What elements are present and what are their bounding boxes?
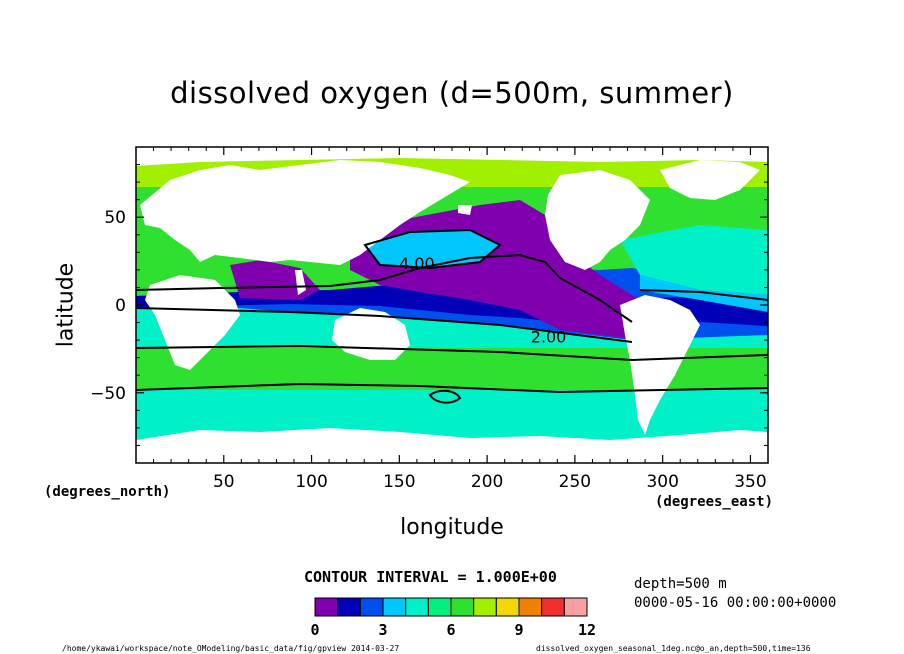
x-tick-label: 100 [295,472,327,492]
x-tick-label: 50 [213,472,235,492]
colorbar-swatch [473,597,497,617]
antarctic-circumpolar-zone [136,390,768,420]
colorbar-tick-label: 9 [514,621,523,639]
colorbar-swatch [337,597,361,617]
y-tick-label: 50 [104,208,126,228]
y-tick-label: 0 [115,296,126,316]
colorbar-swatch [495,597,520,617]
contour-line [136,307,633,343]
x-tick-label: 200 [471,472,503,492]
contour-lines [136,228,768,404]
x-axis-label: longitude [400,515,504,540]
colorbar-swatch [314,597,339,617]
contour-labels: 4.00 2.00 [399,254,566,347]
contour-line [136,382,768,394]
x-axis-unit: (degrees_east) [655,494,774,510]
contour-line [136,253,633,323]
colorbar-swatch [427,597,452,617]
colorbar-swatch [541,597,565,617]
axes: 50 100 150 200 250 300 350 50 0 −50 [90,147,768,492]
colorbar-swatch [359,597,384,617]
colorbar-swatch [563,597,588,617]
contour-line [136,344,768,362]
depth-text: depth=500 m [634,576,727,592]
footer-path-text: /home/ykawai/workspace/note_OModeling/ba… [62,644,400,653]
colorbar-tick-label: 0 [310,621,319,639]
colorbar-swatch [405,597,429,617]
colorbar-swatch [450,597,475,617]
contour-interval-text: CONTOUR INTERVAL = 1.000E+00 [304,568,557,586]
x-tick-label: 300 [646,472,678,492]
colorbar: 0 3 6 9 12 [310,597,596,639]
colorbar-tick-label: 3 [378,621,387,639]
plot-area [136,147,768,463]
contour-line [639,289,768,301]
colorbar-tick-label: 6 [446,621,455,639]
contour-label: 2.00 [531,328,567,347]
contour-line [363,228,502,270]
colorbar-tick-label: 12 [578,621,596,639]
footer-source-text: dissolved_oxygen_seasonal_1deg.nc@o_an,d… [536,644,811,653]
y-tick-label: −50 [90,384,126,404]
contour-label: 4.00 [399,254,435,273]
contour-line [428,389,462,404]
colorbar-swatch [382,597,407,617]
colorbar-swatch [518,597,543,617]
x-tick-label: 350 [734,472,766,492]
land-mask [136,147,768,463]
chart-title: dissolved oxygen (d=500m, summer) [170,76,734,110]
y-axis-unit: (degrees_north) [44,484,171,500]
tropical-atlantic-band [640,275,768,312]
time-text: 0000-05-16 00:00:00+0000 [634,595,837,611]
north-atlantic-zone [620,225,768,295]
x-tick-label: 150 [383,472,415,492]
x-tick-label: 250 [559,472,591,492]
